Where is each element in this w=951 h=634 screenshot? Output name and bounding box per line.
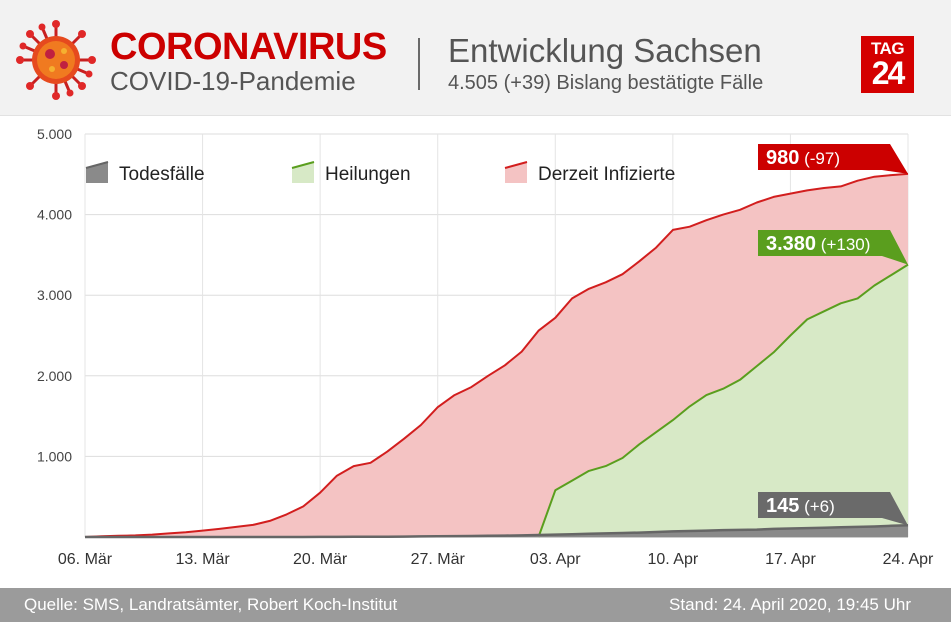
coronavirus-icon (16, 20, 96, 100)
derzeit-infizierte-callout-change: (-97) (799, 149, 840, 168)
x-tick-label: 10. Apr (648, 551, 699, 568)
y-axis-labels: 1.000 2.000 3.000 4.000 5.000 (37, 126, 72, 464)
y-tick-label: 5.000 (37, 126, 72, 142)
derzeit-infizierte-callout: 980 (-97) (758, 144, 908, 174)
heilungen-callout-text: 3.380 (+130) (766, 233, 870, 255)
logo-top-text: TAG (870, 39, 905, 58)
series-areas (84, 172, 909, 539)
chart-area: 1.000 2.000 3.000 4.000 5.000 06. Mär 13. Mär… (37, 126, 934, 568)
value-callouts: 980 (-97) 3.380 (+130) 145 (+6) (758, 144, 908, 526)
y-tick-label: 1.000 (37, 448, 72, 464)
todesfaelle-callout: 145 (+6) (758, 492, 908, 526)
y-tick-label: 4.000 (37, 207, 72, 223)
x-tick-label: 24. Apr (883, 551, 934, 568)
todesfaelle-area (85, 525, 908, 537)
todesfaelle-legend-line (85, 161, 109, 169)
todesfaelle-line (85, 524, 909, 539)
heilungen-callout-value: 3.380 (766, 233, 816, 255)
todesfaelle-legend-label: Todesfälle (119, 164, 205, 185)
derzeit-infizierte-legend-line (504, 161, 528, 169)
legend: Todesfälle Heilungen Derzeit Infizierte (85, 161, 675, 185)
brand-title: CORONAVIRUS (110, 26, 387, 68)
x-tick-label: 27. Mär (411, 551, 466, 568)
heilungen-line (537, 263, 909, 538)
brand-subtitle: COVID-19-Pandemie (110, 66, 356, 96)
tag24-logo[interactable]: TAG 24 (861, 36, 914, 93)
header-bar: CORONAVIRUS COVID-19-Pandemie Entwicklun… (0, 0, 951, 116)
footer-timestamp: Stand: 24. April 2020, 19:45 Uhr (669, 595, 911, 614)
todesfaelle-callout-text: 145 (+6) (766, 495, 835, 517)
derzeit-infizierte-callout-text: 980 (-97) (766, 147, 840, 169)
header-divider (418, 38, 420, 90)
y-tick-label: 3.000 (37, 287, 72, 303)
derzeit-infizierte-line (84, 172, 909, 538)
x-tick-label: 13. Mär (175, 551, 230, 568)
todesfaelle-callout-change: (+6) (799, 497, 834, 516)
chart-subtitle: 4.505 (+39) Bislang bestätigte Fälle (448, 72, 764, 94)
x-axis-labels: 06. Mär 13. Mär 20. Mär 27. Mär 03. Apr 10. A… (58, 551, 934, 568)
derzeit-infizierte-callout-box (758, 144, 908, 174)
heilungen-callout: 3.380 (+130) (758, 230, 908, 265)
x-tick-label: 17. Apr (765, 551, 816, 568)
derzeit-infizierte-legend-label: Derzeit Infizierte (538, 164, 675, 185)
heilungen-area (538, 264, 908, 537)
todesfaelle-callout-value: 145 (766, 495, 799, 517)
y-tick-label: 2.000 (37, 368, 72, 384)
chart-title: Entwicklung Sachsen (448, 32, 762, 69)
derzeit-infizierte-callout-value: 980 (766, 147, 799, 169)
x-tick-label: 20. Mär (293, 551, 348, 568)
logo-bottom-text: 24 (871, 55, 906, 91)
x-tick-label: 06. Mär (58, 551, 113, 568)
heilungen-callout-box (758, 230, 908, 265)
heilungen-legend-label: Heilungen (325, 164, 411, 185)
todesfaelle-callout-box (758, 492, 908, 526)
footer-source: Quelle: SMS, Landratsämter, Robert Koch-… (24, 595, 398, 614)
x-tick-label: 03. Apr (530, 551, 581, 568)
heilungen-legend-line (291, 161, 315, 169)
footer-bar: Quelle: SMS, Landratsämter, Robert Koch-… (0, 588, 951, 622)
heilungen-callout-change: (+130) (816, 235, 870, 254)
